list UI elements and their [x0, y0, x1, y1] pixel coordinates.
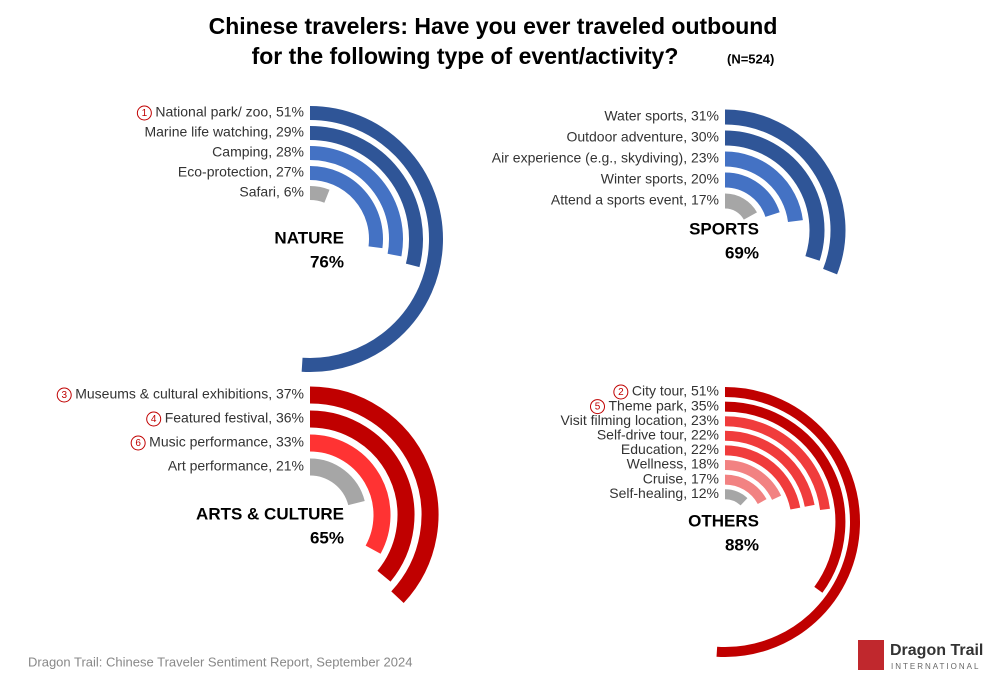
panel-total: 69%	[725, 243, 759, 262]
rank-badge	[56, 387, 72, 403]
radial-bar	[309, 434, 391, 554]
bar-label: Marine life watching, 29%	[144, 124, 304, 140]
panel-title: ARTS & CULTURE	[196, 504, 344, 523]
bar-label: City tour, 51%	[632, 383, 719, 399]
rank-badge	[136, 105, 152, 121]
bar-label: Safari, 6%	[239, 184, 304, 200]
radial-bar	[309, 386, 439, 603]
radial-bar	[309, 166, 383, 249]
footer: Dragon Trail: Chinese Traveler Sentiment…	[28, 654, 412, 669]
logo-mark	[858, 640, 884, 670]
radial-bar	[724, 130, 825, 261]
bar-label: Camping, 28%	[212, 144, 304, 160]
rank-badge	[146, 411, 162, 427]
rank-badge	[590, 399, 605, 415]
radial-bar	[724, 151, 803, 223]
radial-bar	[724, 172, 780, 218]
bar-label: Outdoor adventure, 30%	[566, 129, 719, 145]
bar-label: Eco-protection, 27%	[178, 164, 304, 180]
title-line: Chinese travelers: Have you ever travele…	[209, 13, 778, 39]
rank-badge	[130, 435, 146, 451]
radial-bar	[301, 106, 443, 372]
rank-number: 6	[135, 438, 141, 449]
radial-bar	[309, 410, 415, 582]
logo-sub: INTERNATIONAL	[891, 662, 980, 671]
bar-label: Museums & cultural exhibitions, 37%	[75, 386, 304, 402]
rank-number: 5	[595, 402, 601, 413]
radial-bar	[309, 458, 365, 506]
bar-label: Attend a sports event, 17%	[551, 192, 719, 208]
radial-bar	[724, 474, 767, 505]
radial-bar	[724, 193, 757, 221]
bar-label: Art performance, 21%	[168, 458, 304, 474]
panel-total: 76%	[310, 252, 344, 271]
radial-bar	[724, 445, 801, 510]
radial-bar	[724, 416, 830, 511]
logo-name: Dragon Trail	[890, 642, 983, 659]
bar-label: Air experience (e.g., skydiving), 23%	[492, 150, 719, 166]
bar-label: Water sports, 31%	[604, 108, 719, 124]
radial-bar	[716, 387, 860, 657]
radial-bar	[724, 460, 782, 501]
panel-title: NATURE	[274, 228, 344, 247]
bar-label: Music performance, 33%	[149, 434, 304, 450]
panel-title: OTHERS	[688, 511, 759, 530]
rank-number: 1	[142, 108, 148, 119]
sample-note: (N=524)	[727, 51, 774, 66]
bar-label: Featured festival, 36%	[165, 410, 304, 426]
radial-bar	[724, 109, 846, 275]
radial-bar	[309, 126, 423, 268]
bar-label: Self-healing, 12%	[609, 485, 719, 501]
radial-bar	[309, 146, 403, 257]
bar-label: Wellness, 18%	[627, 456, 719, 472]
radial-bar	[724, 430, 815, 507]
bar-label: Self-drive tour, 22%	[597, 427, 719, 443]
panel-title: SPORTS	[689, 219, 759, 238]
bar-label: Visit filming location, 23%	[561, 412, 719, 428]
bar-label: Winter sports, 20%	[601, 171, 719, 187]
rank-number: 2	[618, 387, 624, 398]
panel-total: 88%	[725, 535, 759, 554]
bar-label: Theme park, 35%	[609, 397, 720, 413]
bar-label: Cruise, 17%	[643, 470, 719, 486]
radial-bar	[724, 489, 748, 506]
title-line: for the following type of event/activity…	[252, 43, 679, 69]
radial-bar	[724, 401, 846, 593]
bar-label: National park/ zoo, 51%	[155, 104, 304, 120]
rank-number: 3	[61, 390, 67, 401]
rank-number: 4	[151, 414, 157, 425]
radial-bar	[309, 186, 330, 203]
rank-badge	[613, 384, 629, 400]
panel-total: 65%	[310, 528, 344, 547]
bar-label: Education, 22%	[621, 441, 719, 457]
